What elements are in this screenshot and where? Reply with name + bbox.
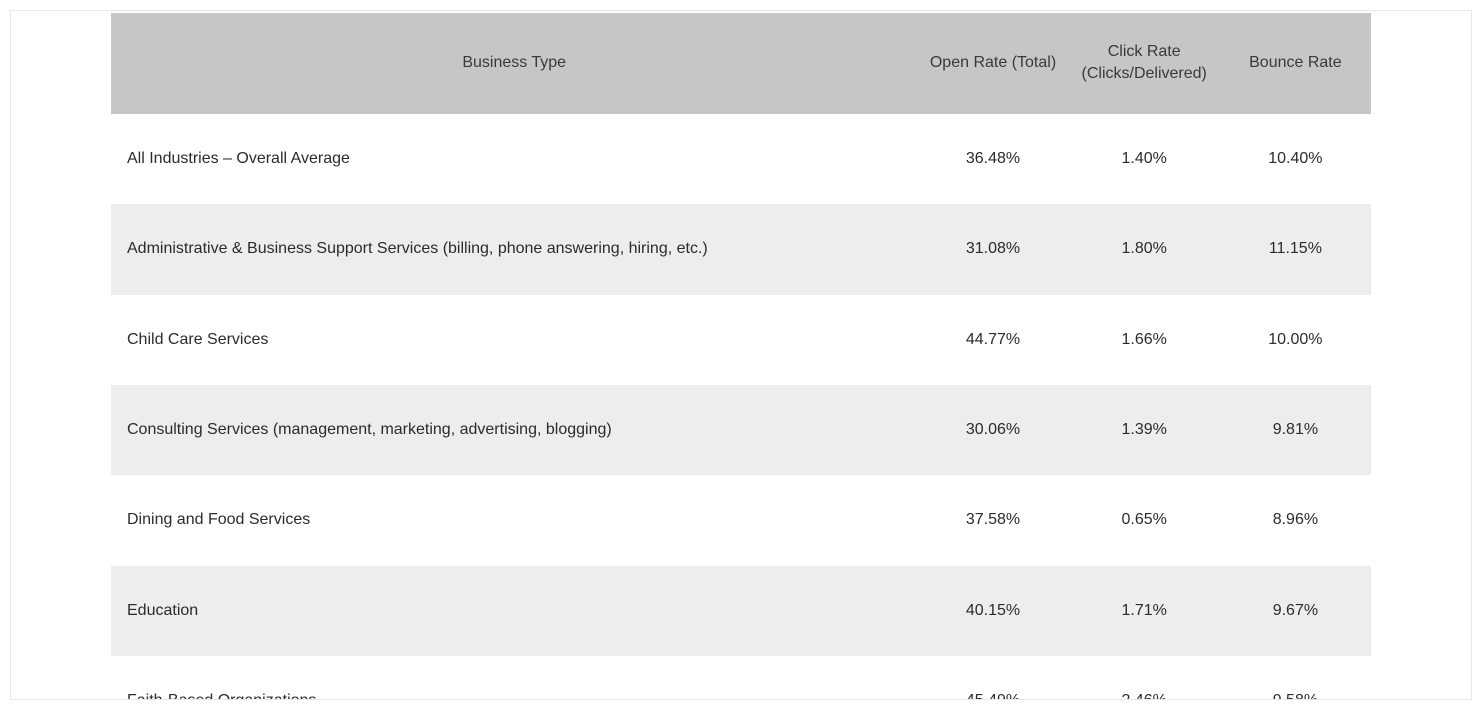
- cell-business-type: Education: [111, 566, 917, 656]
- cell-click-rate: 2.46%: [1069, 656, 1220, 699]
- cell-click-rate: 1.80%: [1069, 204, 1220, 294]
- table-inner-wrap: Business Type Open Rate (Total) Click Ra…: [11, 13, 1471, 699]
- table-row: Child Care Services 44.77% 1.66% 10.00%: [111, 295, 1371, 385]
- cell-click-rate: 1.39%: [1069, 385, 1220, 475]
- cell-bounce-rate: 9.58%: [1220, 656, 1371, 699]
- cell-bounce-rate: 9.67%: [1220, 566, 1371, 656]
- cell-business-type: All Industries – Overall Average: [111, 114, 917, 204]
- table-row: Education 40.15% 1.71% 9.67%: [111, 566, 1371, 656]
- cell-open-rate: 45.49%: [917, 656, 1068, 699]
- cell-bounce-rate: 11.15%: [1220, 204, 1371, 294]
- header-bounce-rate: Bounce Rate: [1220, 13, 1371, 114]
- cell-open-rate: 36.48%: [917, 114, 1068, 204]
- cell-click-rate: 1.66%: [1069, 295, 1220, 385]
- cell-click-rate: 1.40%: [1069, 114, 1220, 204]
- cell-open-rate: 40.15%: [917, 566, 1068, 656]
- header-open-rate: Open Rate (Total): [917, 13, 1068, 114]
- cell-open-rate: 44.77%: [917, 295, 1068, 385]
- cell-business-type: Dining and Food Services: [111, 475, 917, 565]
- cell-bounce-rate: 8.96%: [1220, 475, 1371, 565]
- table-row: Faith-Based Organizations 45.49% 2.46% 9…: [111, 656, 1371, 699]
- header-click-rate: Click Rate (Clicks/Delivered): [1069, 13, 1220, 114]
- cell-open-rate: 30.06%: [917, 385, 1068, 475]
- cell-business-type: Child Care Services: [111, 295, 917, 385]
- cell-business-type: Faith-Based Organizations: [111, 656, 917, 699]
- cell-click-rate: 0.65%: [1069, 475, 1220, 565]
- cell-bounce-rate: 10.40%: [1220, 114, 1371, 204]
- metrics-table-container: Business Type Open Rate (Total) Click Ra…: [10, 10, 1472, 700]
- table-header-row: Business Type Open Rate (Total) Click Ra…: [111, 13, 1371, 114]
- cell-bounce-rate: 10.00%: [1220, 295, 1371, 385]
- cell-business-type: Consulting Services (management, marketi…: [111, 385, 917, 475]
- table-row: Dining and Food Services 37.58% 0.65% 8.…: [111, 475, 1371, 565]
- cell-click-rate: 1.71%: [1069, 566, 1220, 656]
- table-row: All Industries – Overall Average 36.48% …: [111, 114, 1371, 204]
- table-row: Administrative & Business Support Servic…: [111, 204, 1371, 294]
- table-row: Consulting Services (management, marketi…: [111, 385, 1371, 475]
- cell-business-type: Administrative & Business Support Servic…: [111, 204, 917, 294]
- email-metrics-table: Business Type Open Rate (Total) Click Ra…: [111, 13, 1371, 699]
- header-business-type: Business Type: [111, 13, 917, 114]
- cell-open-rate: 37.58%: [917, 475, 1068, 565]
- cell-bounce-rate: 9.81%: [1220, 385, 1371, 475]
- cell-open-rate: 31.08%: [917, 204, 1068, 294]
